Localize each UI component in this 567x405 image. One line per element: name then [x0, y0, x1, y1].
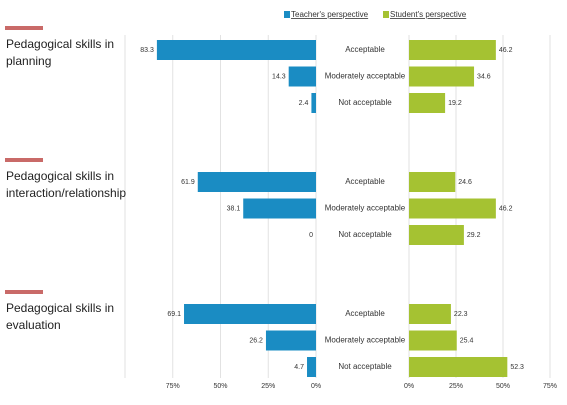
bar	[184, 304, 316, 324]
bar	[409, 304, 451, 324]
group-title: Pedagogical skills in evaluation	[6, 301, 115, 332]
bar	[409, 93, 446, 113]
category-label: Not acceptable	[338, 362, 392, 371]
bar	[409, 172, 456, 192]
group-title: Pedagogical skills in interaction/relati…	[6, 169, 127, 200]
value-label: 69.1	[167, 311, 181, 318]
value-label: 0	[309, 232, 313, 239]
bar	[197, 172, 316, 192]
category-label: Acceptable	[345, 45, 385, 54]
legend-swatch	[284, 11, 290, 18]
category-label: Acceptable	[345, 309, 385, 318]
group-marker	[5, 26, 43, 30]
category-label: Acceptable	[345, 177, 385, 186]
legend-label: Teacher's perspective	[291, 10, 369, 19]
value-label: 19.2	[448, 100, 462, 107]
value-label: 83.3	[140, 47, 154, 54]
value-label: 14.3	[272, 73, 286, 80]
value-label: 26.2	[249, 337, 263, 344]
bar	[409, 40, 496, 60]
value-label: 38.1	[227, 205, 241, 212]
group-title: Pedagogical skills in planning	[6, 37, 115, 68]
bar	[409, 66, 475, 87]
category-label: Moderately acceptable	[325, 336, 406, 345]
bar	[409, 357, 508, 377]
legend-swatch	[383, 11, 389, 18]
group-marker	[5, 290, 43, 294]
bar	[311, 93, 316, 113]
value-label: 29.2	[467, 232, 481, 239]
legend-label: Student's perspective	[390, 10, 467, 19]
x-tick-label: 25%	[261, 383, 275, 390]
value-label: 25.4	[460, 337, 474, 344]
bar	[265, 330, 316, 351]
x-tick-label: 50%	[213, 383, 227, 390]
bar	[307, 357, 316, 377]
category-label: Not acceptable	[338, 230, 392, 239]
value-label: 2.4	[299, 100, 309, 107]
x-tick-label: 50%	[496, 383, 510, 390]
category-label: Not acceptable	[338, 98, 392, 107]
value-label: 4.7	[294, 364, 304, 371]
bar	[409, 225, 464, 245]
x-tick-label: 75%	[543, 383, 557, 390]
x-tick-label: 25%	[449, 383, 463, 390]
bar	[156, 40, 316, 60]
value-label: 22.3	[454, 311, 468, 318]
x-tick-label: 75%	[166, 383, 180, 390]
value-label: 34.6	[477, 73, 491, 80]
value-label: 61.9	[181, 179, 195, 186]
value-label: 24.6	[458, 179, 472, 186]
bar	[409, 198, 496, 219]
x-tick-label: 0%	[404, 383, 414, 390]
bar	[409, 330, 457, 351]
group-marker	[5, 158, 43, 162]
bar	[288, 66, 316, 87]
value-label: 46.2	[499, 205, 513, 212]
value-label: 46.2	[499, 47, 513, 54]
category-label: Moderately acceptable	[325, 72, 406, 81]
value-label: 52.3	[510, 364, 524, 371]
bar	[243, 198, 316, 219]
category-label: Moderately acceptable	[325, 204, 406, 213]
x-tick-label: 0%	[311, 383, 321, 390]
